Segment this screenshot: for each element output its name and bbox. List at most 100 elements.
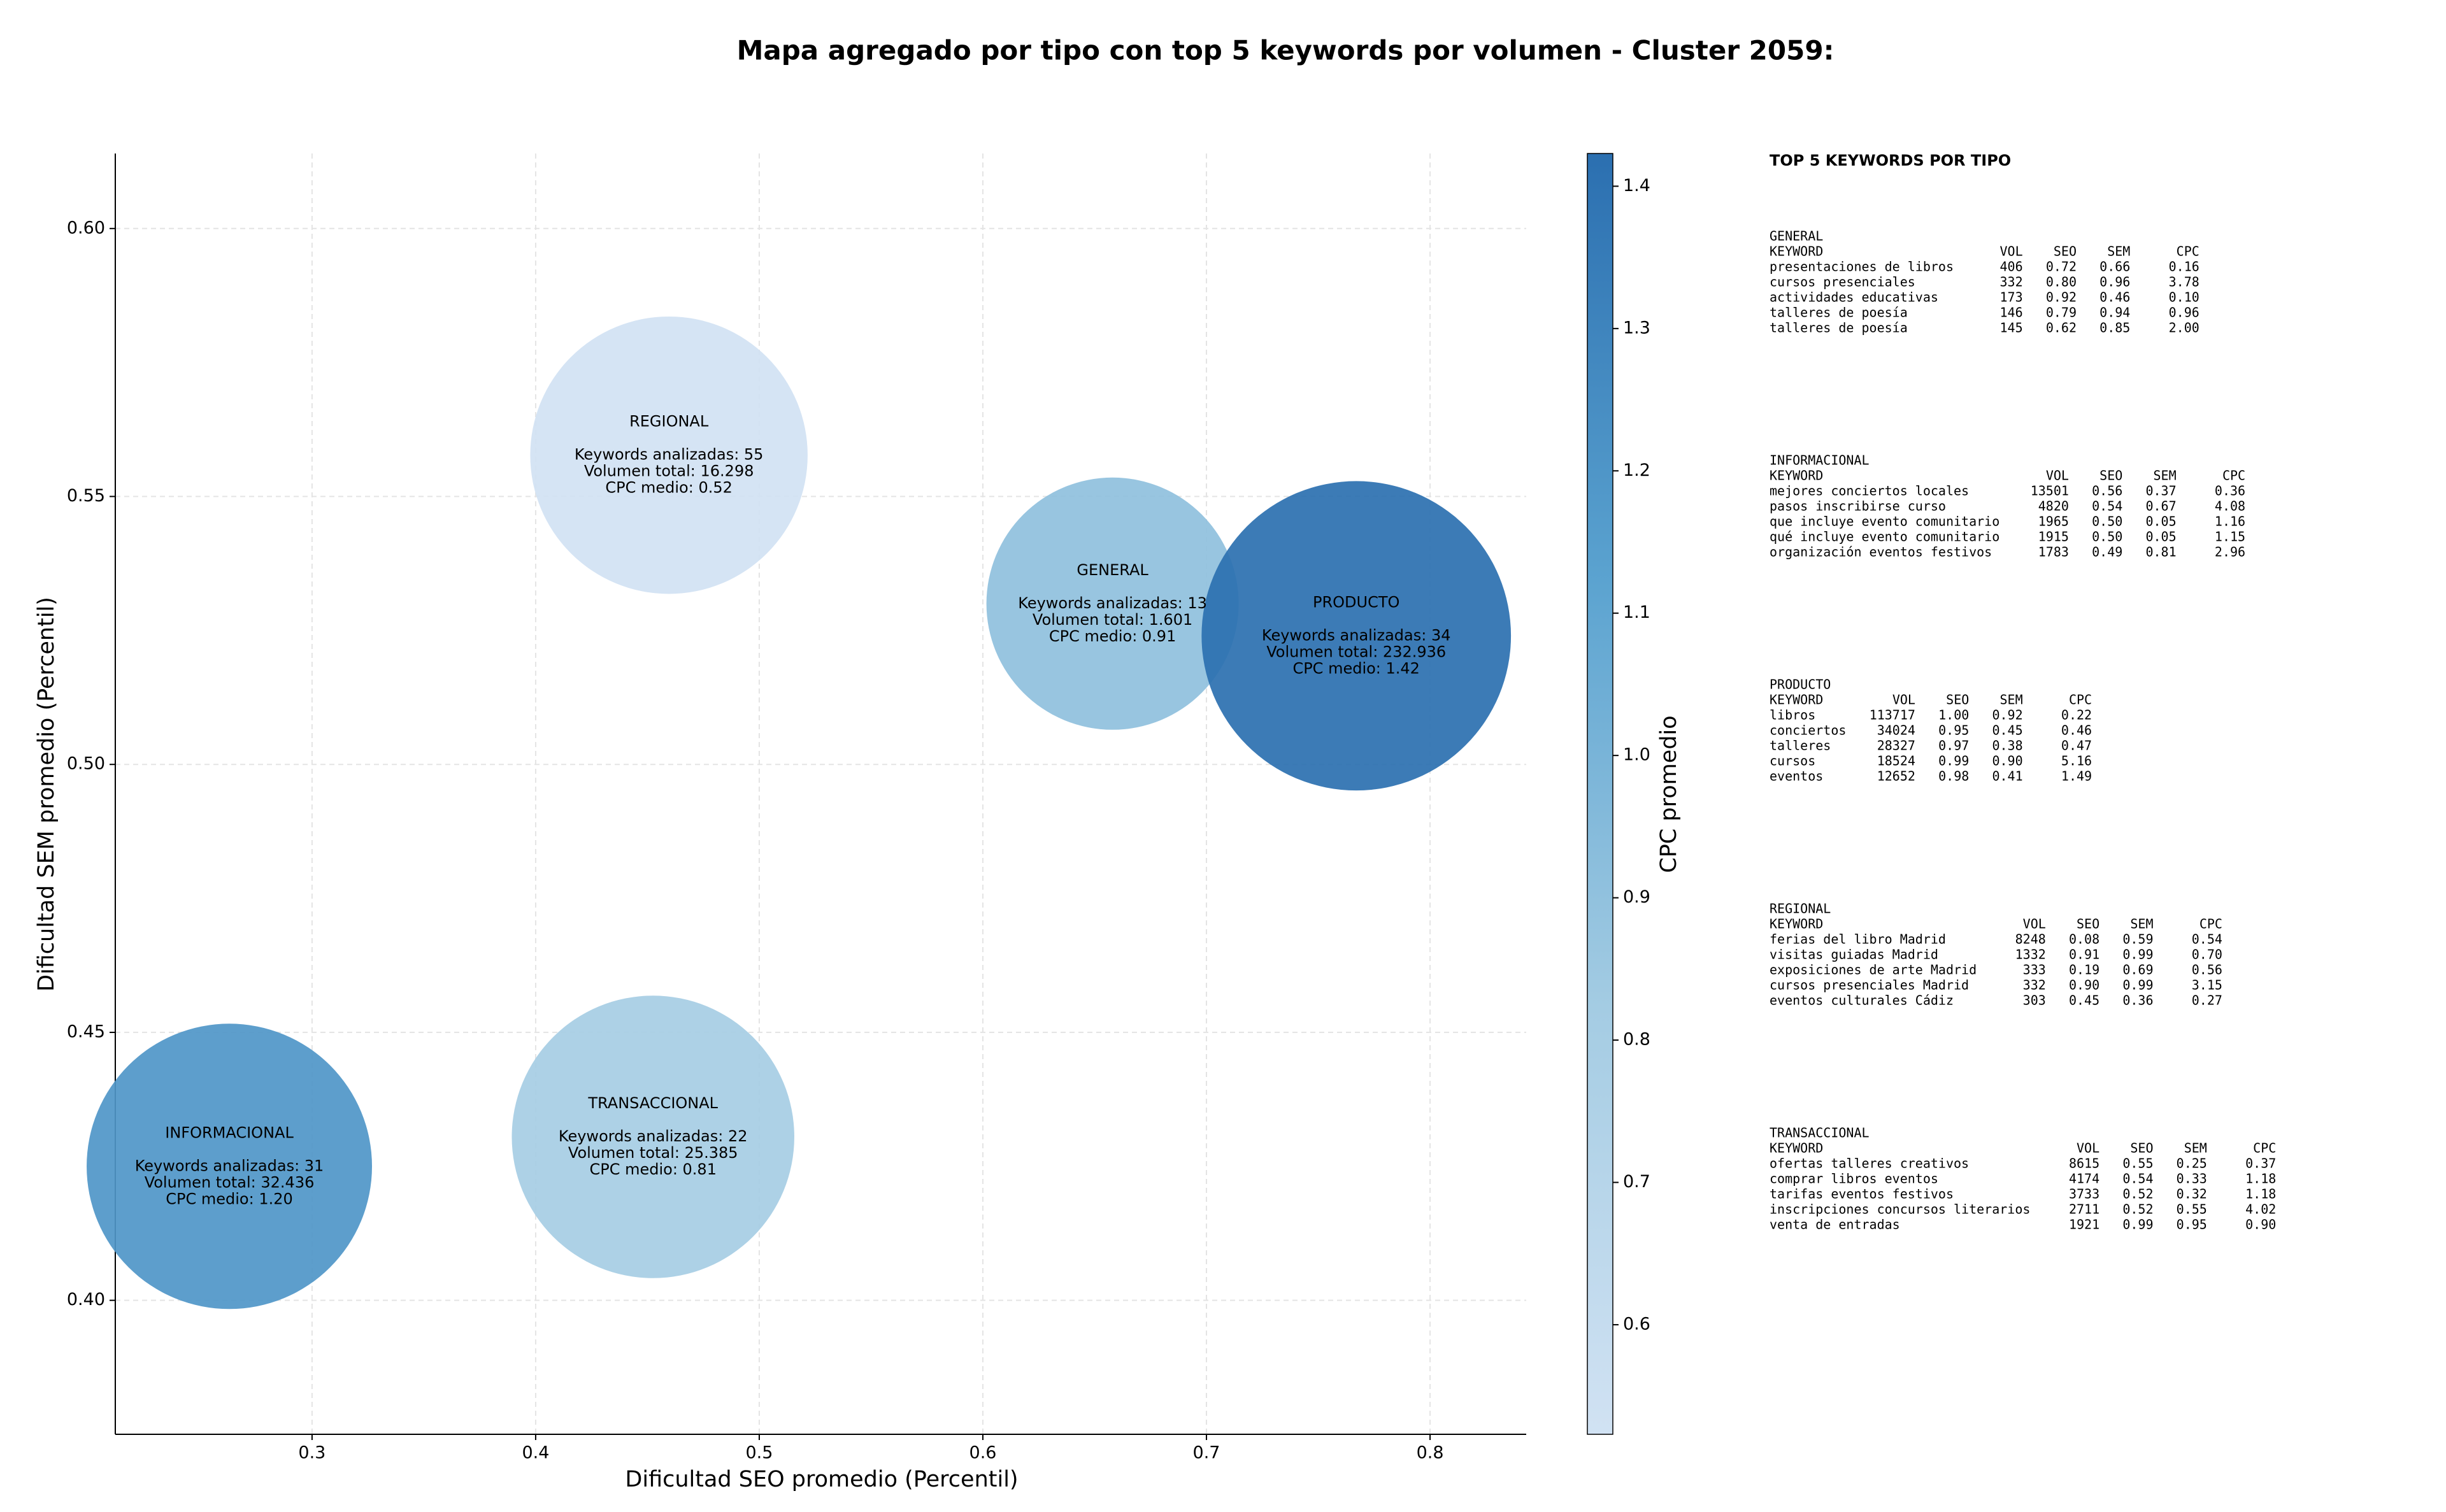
column-header: KEYWORD (1770, 468, 1823, 483)
y-axis-label: Dificultad SEM promedio (Percentil) (34, 597, 59, 992)
bubble-annotation: CPC medio: 1.20 (166, 1190, 293, 1208)
table-cell: 0.81 (2145, 545, 2176, 560)
table-cell: 0.38 (1992, 738, 2022, 753)
table-cell: 0.99 (2122, 947, 2153, 962)
table-cell: 332 (2023, 978, 2046, 993)
table-cell: 0.32 (2177, 1187, 2207, 1202)
table-cell: 8615 (2069, 1156, 2099, 1171)
table-cell: 0.47 (2061, 738, 2092, 753)
colorbar-tick-label: 0.6 (1623, 1314, 1650, 1334)
table-cell: 0.99 (1938, 753, 1969, 769)
bubble-annotation: CPC medio: 0.91 (1049, 627, 1177, 645)
table-cell: inscripciones concursos literarios (1770, 1202, 2030, 1217)
bubble-annotation: CPC medio: 1.42 (1292, 659, 1420, 677)
column-header: KEYWORD (1770, 916, 1823, 932)
table-cell: mejores conciertos locales (1770, 483, 1969, 499)
table-cell: 0.22 (2061, 708, 2092, 723)
table-cell: 0.50 (2092, 529, 2122, 545)
colorbar-tick-label: 1.1 (1623, 603, 1650, 622)
bubble-annotation: Keywords analizadas: 34 (1262, 626, 1451, 644)
table-cell: 0.36 (2215, 483, 2245, 499)
table-cell: 3.78 (2169, 275, 2199, 290)
column-header: KEYWORD (1770, 244, 1823, 259)
table-cell: 1783 (2038, 545, 2069, 560)
x-tick-label: 0.3 (298, 1443, 325, 1463)
bubble (1201, 481, 1512, 791)
table-cell: 303 (2023, 993, 2046, 1008)
colorbar (1587, 153, 1613, 1435)
column-header: SEO (2077, 916, 2099, 932)
table-cell: 0.99 (2122, 978, 2153, 993)
table-cell: 0.54 (2092, 499, 2122, 514)
table-cell: ferias del libro Madrid (1770, 932, 1946, 947)
table-cell: 0.27 (2192, 993, 2222, 1008)
column-header: CPC (2199, 916, 2222, 932)
table-cell: 1332 (2015, 947, 2046, 962)
table-cell: 0.49 (2092, 545, 2122, 560)
column-header: SEM (2154, 468, 2177, 483)
table-cell: 1.00 (1938, 708, 1969, 723)
table-cell: 173 (2000, 290, 2023, 305)
table-cell: 0.90 (2245, 1217, 2276, 1232)
bubble-label: TRANSACCIONAL (587, 1094, 718, 1112)
y-tick-label: 0.60 (67, 218, 105, 238)
column-header: SEO (2099, 468, 2122, 483)
table-cell: 0.33 (2177, 1171, 2207, 1187)
column-header: SEM (2184, 1141, 2207, 1156)
column-header: VOL (2046, 468, 2069, 483)
bubble (530, 316, 808, 594)
table-cell: comprar libros eventos (1770, 1171, 1938, 1187)
table-cell: 4174 (2069, 1171, 2099, 1187)
colorbar-tick-label: 1.2 (1623, 460, 1650, 480)
section-title: TRANSACCIONAL (1770, 1125, 1870, 1141)
chart-title: Mapa agregado por tipo con top 5 keyword… (737, 35, 1834, 66)
table-cell: 332 (2000, 275, 2023, 290)
table-cell: 0.67 (2145, 499, 2176, 514)
table-cell: 0.66 (2099, 259, 2130, 275)
bubble-annotation: Volumen total: 25.385 (568, 1144, 738, 1162)
bubble-annotation: Volumen total: 1.601 (1033, 611, 1192, 629)
table-cell: 18524 (1877, 753, 1915, 769)
table-cell: cursos presenciales (1770, 275, 1915, 290)
table-cell: 0.70 (2192, 947, 2222, 962)
section-title: PRODUCTO (1770, 677, 1831, 692)
section-title: GENERAL (1770, 229, 1823, 244)
column-header: SEM (2130, 916, 2153, 932)
table-cell: 0.91 (2069, 947, 2099, 962)
table-cell: 146 (2000, 305, 2023, 320)
table-cell: eventos culturales Cádiz (1770, 993, 1954, 1008)
table-cell: 0.52 (2122, 1202, 2153, 1217)
colorbar-tick-label: 0.9 (1623, 887, 1650, 907)
bubbles (87, 316, 1512, 1309)
bubble-annotation: CPC medio: 0.52 (605, 479, 733, 497)
bubble (87, 1023, 373, 1309)
table-cell: 0.54 (2122, 1171, 2153, 1187)
column-header: CPC (2177, 244, 2199, 259)
table-cell: 0.45 (1992, 723, 2022, 738)
table-cell: 0.36 (2122, 993, 2153, 1008)
section-title: INFORMACIONAL (1770, 453, 1870, 468)
table-cell: presentaciones de libros (1770, 259, 1954, 275)
bubble-annotation: Keywords analizadas: 31 (135, 1157, 324, 1174)
table-cell: 0.41 (1992, 769, 2022, 784)
table-cell: 333 (2023, 962, 2046, 978)
table-cell: eventos (1770, 769, 1823, 784)
table-cell: talleres de poesía (1770, 305, 1908, 320)
table-cell: conciertos (1770, 723, 1846, 738)
column-header: VOL (2023, 916, 2046, 932)
table-cell: 0.55 (2177, 1202, 2207, 1217)
column-header: VOL (1892, 692, 1915, 708)
table-cell: 0.45 (2069, 993, 2099, 1008)
colorbar-tick-label: 1.0 (1623, 745, 1650, 765)
bubble-annotation: Keywords analizadas: 13 (1018, 594, 1207, 612)
table-cell: 4820 (2038, 499, 2069, 514)
table-cell: 1.15 (2215, 529, 2245, 545)
table-cell: 3733 (2069, 1187, 2099, 1202)
table-cell: 0.90 (2069, 978, 2099, 993)
table-cell: 406 (2000, 259, 2023, 275)
table-cell: 4.02 (2245, 1202, 2276, 1217)
colorbar-tick-label: 0.8 (1623, 1030, 1650, 1050)
table-cell: 0.98 (1938, 769, 1969, 784)
y-tick-label: 0.40 (67, 1290, 105, 1309)
column-header: CPC (2069, 692, 2092, 708)
